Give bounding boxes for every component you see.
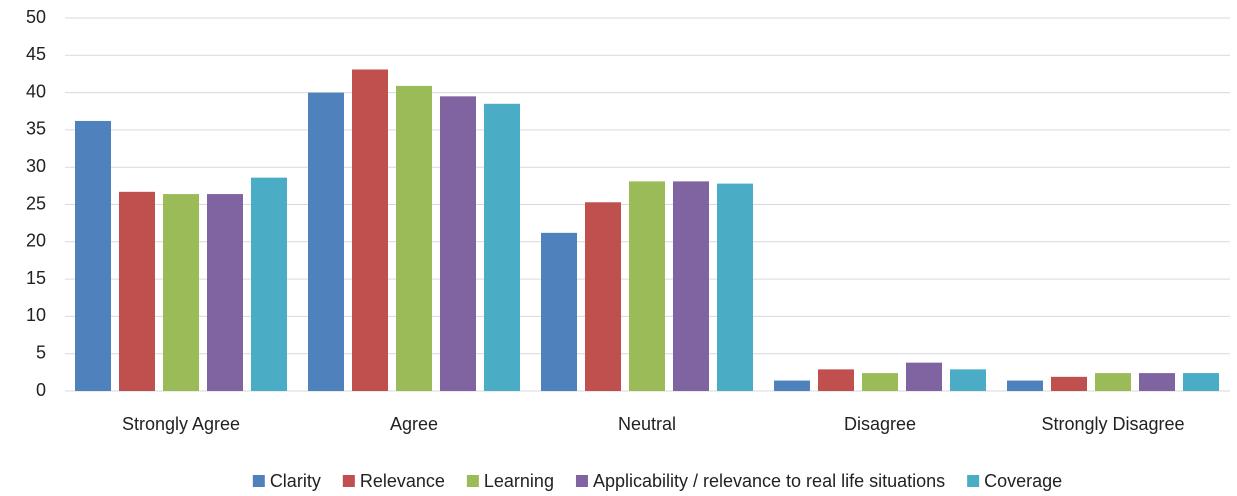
bar — [862, 373, 898, 391]
legend-swatch — [466, 475, 479, 487]
bar — [541, 232, 577, 391]
legend-label: Learning — [484, 471, 554, 491]
y-tick-label: 10 — [26, 305, 46, 325]
bar — [396, 85, 432, 392]
bar — [1051, 376, 1087, 391]
x-tick-label: Agree — [390, 414, 438, 434]
bar — [1007, 380, 1043, 391]
bar — [119, 191, 155, 391]
bar — [484, 103, 520, 391]
bar — [1139, 373, 1175, 391]
legend-label: Coverage — [984, 471, 1062, 491]
y-tick-label: 5 — [36, 342, 46, 362]
bar — [440, 96, 476, 391]
bar — [818, 369, 854, 391]
bar — [906, 362, 942, 391]
y-tick-label: 25 — [26, 193, 46, 213]
legend-swatch — [967, 475, 980, 487]
bar — [1095, 373, 1131, 391]
bar — [75, 120, 111, 391]
legend-swatch — [575, 475, 588, 487]
legend-label: Relevance — [360, 471, 445, 491]
x-tick-label: Disagree — [844, 414, 916, 434]
bar — [673, 181, 709, 391]
bar — [308, 92, 344, 391]
y-tick-label: 45 — [26, 44, 46, 64]
bar — [163, 194, 199, 391]
legend: Clarity Relevance Learning Applicability / … — [252, 471, 1062, 491]
bar — [629, 181, 665, 391]
legend-label: Applicability / relevance to real life s… — [593, 471, 945, 491]
legend-swatch — [342, 475, 355, 487]
bar — [251, 177, 287, 391]
legend-label: Clarity — [270, 471, 321, 491]
x-tick-label: Neutral — [618, 414, 676, 434]
y-tick-label: 15 — [26, 268, 46, 288]
y-tick-label: 20 — [26, 231, 46, 251]
bar — [352, 69, 388, 391]
y-tick-label: 50 — [26, 7, 46, 27]
bar — [207, 194, 243, 391]
bar — [585, 202, 621, 391]
x-tick-label: Strongly Agree — [122, 414, 240, 434]
bar — [717, 183, 753, 391]
bar — [774, 380, 810, 391]
bar — [1183, 373, 1219, 391]
legend-swatch — [252, 475, 265, 487]
y-tick-label: 0 — [36, 380, 46, 400]
bar — [950, 369, 986, 391]
y-tick-label: 30 — [26, 156, 46, 176]
y-tick-label: 35 — [26, 119, 46, 139]
x-tick-label: Strongly Disagree — [1041, 414, 1184, 434]
y-tick-label: 40 — [26, 81, 46, 101]
